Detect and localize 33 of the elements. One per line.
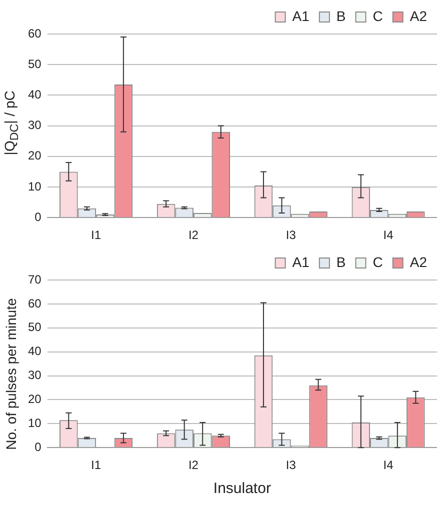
y-tick-label: 20 — [28, 392, 42, 406]
x-tick-label: I1 — [91, 458, 102, 472]
x-tick-label: I2 — [188, 228, 199, 242]
legend-label: C — [372, 254, 383, 270]
y-tick-label: 60 — [28, 296, 42, 310]
legend-label: A1 — [292, 8, 310, 24]
legend-label: A1 — [292, 254, 310, 270]
y-tick-label: 20 — [28, 148, 42, 163]
legend-label: A2 — [410, 8, 428, 24]
x-axis-title: Insulator — [213, 480, 271, 498]
x-tick-label: I3 — [286, 458, 296, 472]
y-tick-label: 30 — [28, 118, 42, 132]
x-tick-label: I2 — [188, 458, 199, 472]
legend-label: B — [336, 254, 346, 270]
x-tick-label: I4 — [383, 228, 394, 242]
x-tick-label: I3 — [286, 228, 296, 242]
y-tick-label: 50 — [28, 320, 42, 334]
legend-label: B — [336, 8, 346, 24]
y-tick-label: 0 — [34, 210, 42, 224]
y-axis-title: No. of pulses per minute — [3, 298, 19, 450]
legend-label: A2 — [410, 254, 428, 270]
y-tick-label: 30 — [28, 368, 42, 382]
y-tick-label: 40 — [28, 88, 42, 102]
x-tick-label: I4 — [383, 458, 394, 472]
y-tick-label: 0 — [34, 440, 42, 454]
y-tick-label: 70 — [28, 272, 42, 286]
y-tick-label: 10 — [28, 416, 42, 430]
y-tick-label: 50 — [28, 56, 42, 71]
y-tick-label: 10 — [28, 179, 42, 194]
x-tick-label: I1 — [91, 228, 102, 242]
y-tick-label: 40 — [28, 344, 42, 358]
y-tick-label: 60 — [28, 26, 42, 40]
legend-label: C — [372, 8, 383, 24]
